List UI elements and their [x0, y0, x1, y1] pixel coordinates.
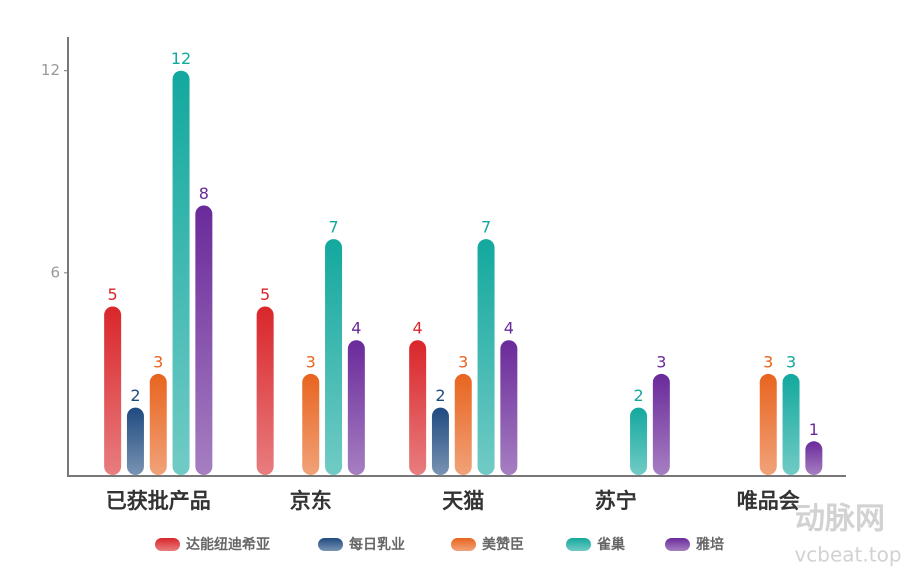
bar — [172, 70, 190, 475]
value-label: 8 — [199, 184, 209, 203]
bar — [477, 239, 495, 475]
x-tick-label: 天猫 — [442, 489, 484, 513]
bar — [302, 373, 320, 475]
value-label: 3 — [786, 352, 796, 371]
legend-label: 每日乳业 — [349, 536, 405, 553]
y-tick-label: 12 — [41, 61, 60, 79]
watermark-url: vcbeat.top — [794, 543, 901, 567]
value-label: 1 — [809, 420, 819, 439]
value-label: 5 — [108, 285, 118, 304]
bar — [104, 306, 122, 475]
bar — [347, 340, 365, 475]
value-label: 12 — [171, 49, 191, 68]
value-label: 7 — [328, 218, 338, 237]
value-label: 2 — [435, 386, 445, 405]
x-tick-label: 苏宁 — [595, 489, 637, 513]
value-label: 3 — [306, 352, 316, 371]
value-label: 3 — [763, 352, 773, 371]
x-tick-label: 唯品会 — [737, 489, 800, 513]
bar — [630, 407, 648, 475]
bar — [652, 373, 670, 475]
value-label: 2 — [633, 386, 643, 405]
value-label: 3 — [458, 352, 468, 371]
bar — [782, 373, 800, 475]
legend-swatch — [451, 538, 476, 551]
legend-swatch — [155, 538, 180, 551]
value-label: 4 — [413, 319, 423, 338]
value-label: 4 — [351, 319, 361, 338]
x-tick-label: 京东 — [290, 489, 332, 513]
bar — [195, 205, 213, 475]
watermark-logo: 动脉网 — [795, 502, 885, 537]
legend-label: 雅培 — [696, 536, 724, 553]
bar — [126, 407, 144, 475]
bar — [431, 407, 449, 475]
legend-label: 雀巢 — [596, 536, 626, 553]
bar — [454, 373, 472, 475]
bar — [759, 373, 777, 475]
bar — [325, 239, 343, 475]
bar — [409, 340, 427, 475]
value-label: 5 — [260, 285, 270, 304]
legend-swatch — [665, 538, 690, 551]
legend-swatch — [566, 538, 591, 551]
legend-label: 达能纽迪希亚 — [186, 536, 270, 553]
x-tick-label: 已获批产品 — [106, 489, 211, 513]
bar — [500, 340, 518, 475]
bar — [256, 306, 274, 475]
legend-swatch — [318, 538, 343, 551]
legend-label: 美赞臣 — [482, 536, 524, 553]
value-label: 4 — [504, 319, 514, 338]
value-label: 7 — [481, 218, 491, 237]
bar — [149, 373, 167, 475]
value-label: 3 — [656, 352, 666, 371]
bar — [805, 441, 823, 475]
value-label: 2 — [130, 386, 140, 405]
y-tick-label: 6 — [50, 263, 60, 281]
value-label: 3 — [153, 352, 163, 371]
